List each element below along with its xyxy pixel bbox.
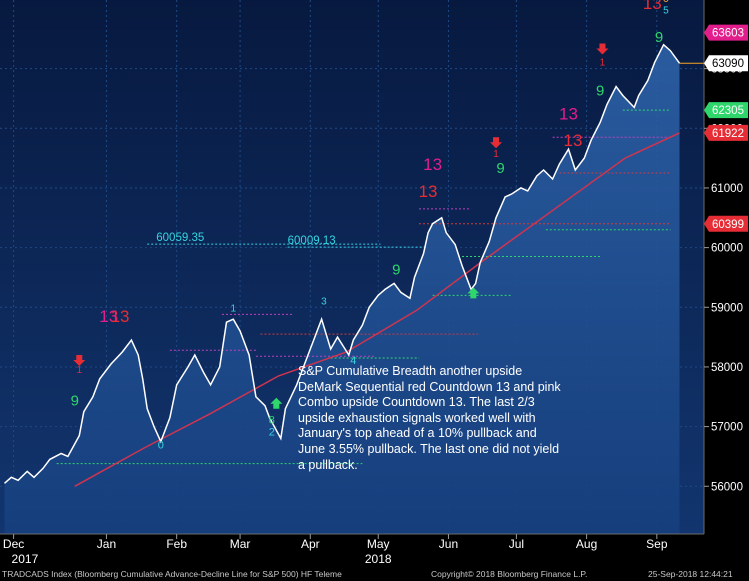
x-tick-label: Jul (509, 537, 524, 551)
demark-count-label: 1 (600, 58, 606, 69)
y-tick-label: 60000 (711, 243, 743, 255)
demark-count-label: 3 (321, 296, 327, 307)
price-tag-box (704, 124, 748, 141)
demark-count-label: 9 (596, 82, 604, 99)
sell-arrow-icon (596, 43, 609, 55)
demark-count-label: 1 (231, 303, 237, 314)
buy-arrow-icon (270, 397, 283, 409)
price-tag-label: 63603 (712, 28, 744, 40)
demark-markers: 131313131313139999911113024805 (71, 0, 670, 452)
demark-count-label: 13 (559, 104, 578, 123)
demark-count-label: 0 (158, 440, 164, 452)
y-tick-label: 61000 (711, 183, 743, 195)
y-tick-label: 59000 (711, 302, 743, 314)
x-axis-panel (0, 534, 749, 581)
demark-count-label: 9 (655, 29, 663, 46)
breadth-line (4, 43, 681, 484)
demark-count-label: 8 (269, 415, 275, 427)
demark-count-label: 9 (392, 261, 400, 278)
price-tag-label: 61922 (712, 128, 744, 140)
y-tick-label: 58000 (711, 362, 743, 374)
breadth-area-fill (4, 44, 680, 534)
level-lines: 60059.35 60009.13 (56, 109, 671, 465)
price-tags: 63603 63090 62305 61922 60399 (679, 24, 748, 232)
demark-count-label: 13 (419, 182, 438, 201)
demark-count-label: 13 (111, 307, 130, 326)
x-tick-label: May (367, 537, 390, 551)
x-tick-label: Jan (97, 537, 116, 551)
price-tag-box (704, 215, 748, 232)
demark-count-label: 0 (663, 0, 669, 5)
x-tick-label: Jun (439, 537, 458, 551)
moving-average-line (74, 132, 680, 487)
demark-count-label: 1 (493, 149, 499, 160)
price-tag-box (704, 55, 748, 72)
price-tag: 60399 (704, 215, 748, 232)
x-tick-label: Apr (301, 537, 320, 551)
x-year-label: 2018 (365, 552, 392, 566)
y-tick-label: 56000 (711, 481, 743, 493)
price-tag-label: 63090 (712, 58, 744, 70)
x-tick-label: Aug (576, 537, 597, 551)
demark-count-label: 2 (269, 427, 275, 439)
demark-count-label: 13 (99, 307, 118, 326)
footer-source: TRADCADS Index (Bloomberg Cumulative Adv… (2, 569, 342, 579)
x-tick-label: Feb (166, 537, 187, 551)
demark-count-label: 5 (663, 6, 669, 17)
demark-count-label: 13 (564, 131, 583, 150)
price-tag-label: 60399 (712, 219, 744, 231)
price-tag: 61922 (704, 124, 748, 141)
buy-arrow-icon (467, 287, 480, 299)
sell-arrow-icon (490, 137, 503, 149)
y-axis-panel (704, 0, 749, 534)
x-tick-label: Sep (646, 537, 668, 551)
demark-count-label: 13 (423, 155, 442, 174)
x-tick-label: Dec (3, 537, 24, 551)
x-tick-label: Mar (230, 537, 251, 551)
level-label: 60009.13 (288, 235, 336, 247)
demark-count-label: 4 (350, 355, 356, 367)
footer-copyright: Copyright© 2018 Bloomberg Finance L.P. (431, 569, 587, 579)
y-tick-label: 57000 (711, 422, 743, 434)
price-tag: 63603 (704, 24, 748, 41)
level-label: 60059.35 (156, 232, 204, 244)
footer-timestamp: 25-Sep-2018 12:44:21 (648, 569, 733, 579)
price-tag: 62305 (704, 102, 748, 119)
x-axis: Dec Jan Feb Mar Apr May Jun Jul Aug Sep 2017 2018 (3, 534, 668, 566)
sell-arrow-icon (73, 354, 86, 366)
price-tag-box (704, 24, 748, 41)
price-tag-label: 62305 (712, 105, 744, 117)
demark-count-label: 1 (76, 365, 82, 376)
demark-count-label: 13 (643, 0, 662, 13)
price-tag-box (704, 102, 748, 119)
x-year-label: 2017 (12, 552, 39, 566)
demark-count-label: 9 (496, 160, 504, 177)
demark-count-label: 9 (71, 393, 79, 410)
commentary-text: S&P Cumulative Breadth another upside De… (298, 364, 561, 472)
price-tag: 63090 (704, 55, 748, 72)
